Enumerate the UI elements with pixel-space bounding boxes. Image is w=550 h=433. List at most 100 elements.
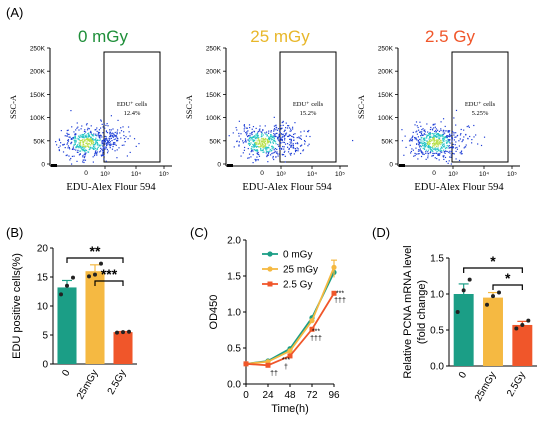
flow-event-dot <box>99 151 101 153</box>
flow-event-dot <box>256 137 259 139</box>
flow-event-dot <box>262 148 264 150</box>
flow-event-dot <box>274 150 276 152</box>
flow-event-dot <box>85 138 88 140</box>
flow-event-dot <box>272 139 274 141</box>
flow-event-dot <box>67 142 69 144</box>
y-tick-label: 1.0 <box>430 290 444 301</box>
flow-event-dot <box>444 156 447 159</box>
flow-event-dot <box>433 141 435 143</box>
flow-event-dot <box>228 135 230 137</box>
flow-x-tick-label: 10⁴ <box>479 171 489 178</box>
flow-event-dot <box>75 129 77 131</box>
flow-event-dot <box>289 141 291 143</box>
flow-event-dot <box>278 134 280 136</box>
flow-event-dot <box>71 155 73 158</box>
flow-event-dot <box>109 135 111 138</box>
flow-event-dot <box>247 157 249 159</box>
flow-event-dot <box>428 140 431 142</box>
flow-event-dot <box>74 136 76 138</box>
significance-label: *** <box>101 266 118 282</box>
flow-event-dot <box>427 134 430 136</box>
flow-event-dot <box>409 144 411 146</box>
flow-event-dot <box>242 142 244 144</box>
flow-event-dot <box>449 156 451 158</box>
flow-event-dot <box>243 146 246 149</box>
flow-event-dot <box>263 146 265 148</box>
data-point <box>93 272 97 277</box>
flow-event-dot <box>264 144 266 146</box>
flow-event-dot <box>433 138 435 140</box>
flow-event-dot <box>434 139 436 141</box>
flow-event-dot <box>74 142 76 144</box>
flow-event-dot <box>102 150 104 152</box>
flow-y-tick-label: 0 <box>389 162 393 169</box>
bar-25mGy <box>483 297 503 366</box>
flow-event-dot <box>112 135 114 137</box>
flow-event-dot <box>248 138 250 140</box>
flow-event-dot <box>88 148 90 151</box>
flow-event-dot <box>464 146 466 148</box>
flow-event-dot <box>87 138 90 140</box>
flow-event-dot <box>302 150 304 152</box>
flow-event-dot <box>266 141 268 143</box>
flow-event-dot <box>439 153 441 155</box>
flow-event-dot <box>424 142 426 144</box>
significance-annotation: ††† <box>334 297 346 304</box>
flow-event-dot <box>111 148 114 150</box>
flow-event-dot <box>428 147 430 149</box>
flow-event-dot <box>115 135 118 137</box>
flow-event-dot <box>277 155 279 157</box>
flow-event-dot <box>94 142 96 144</box>
flow-event-dot <box>250 149 253 151</box>
series-point <box>287 348 293 354</box>
flow-event-dot <box>418 146 421 148</box>
flow-event-dot <box>80 147 82 149</box>
flow-event-dot <box>92 143 94 145</box>
flow-event-dot <box>87 136 89 138</box>
flow-event-dot <box>414 138 416 140</box>
flow-event-dot <box>417 126 419 129</box>
flow-gate-box <box>103 51 161 163</box>
flow-event-dot <box>294 122 296 124</box>
flow-event-dot <box>75 138 77 140</box>
flow-event-dot <box>420 139 422 141</box>
y-tick-label: 0 <box>42 360 48 371</box>
flow-event-dot <box>246 131 248 133</box>
flow-event-dot <box>267 152 270 154</box>
flow-event-dot <box>268 136 270 138</box>
flow-event-dot <box>85 149 87 151</box>
flow-event-dot <box>89 146 91 148</box>
flow-event-dot <box>423 147 426 149</box>
flow-event-dot <box>441 138 444 140</box>
flow-event-dot <box>256 141 258 144</box>
flow-event-dot <box>84 129 86 131</box>
flow-event-dot <box>62 144 64 146</box>
flow-event-dot <box>423 138 426 140</box>
flow-event-dot <box>114 135 116 138</box>
flow-event-dot <box>259 146 261 148</box>
y-tick-label: 0.5 <box>430 326 444 337</box>
flow-event-dot <box>435 128 437 130</box>
flow-event-dot <box>292 145 294 147</box>
flow-event-dot <box>72 146 75 148</box>
data-point <box>461 288 466 293</box>
flow-event-dot <box>277 137 279 139</box>
flow-event-dot <box>268 147 270 149</box>
flow-event-dot <box>87 133 89 135</box>
flow-event-dot <box>110 129 112 131</box>
flow-event-dot <box>453 117 455 119</box>
flow-event-dot <box>267 142 269 144</box>
flow-event-dot <box>430 151 432 153</box>
flow-event-dot <box>258 137 260 139</box>
flow-event-dot <box>84 155 86 158</box>
flow-event-dot <box>453 134 455 136</box>
flow-event-dot <box>284 135 286 137</box>
flow-event-dot <box>278 153 280 155</box>
flow-event-dot <box>286 127 289 129</box>
flow-event-dot <box>473 124 475 127</box>
flow-event-dot <box>431 128 433 130</box>
flow-event-dot <box>77 151 79 153</box>
flow-event-dot <box>261 143 264 146</box>
flow-event-dot <box>251 133 253 136</box>
flow-x-tick-label: 10⁴ <box>131 171 141 178</box>
